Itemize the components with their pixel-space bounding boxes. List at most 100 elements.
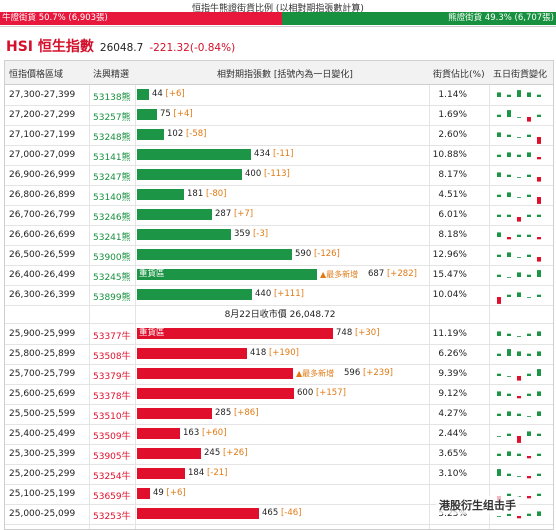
warrant-code-link[interactable]: 53138熊 <box>93 93 131 103</box>
contracts-count: 590 <box>295 249 314 259</box>
contracts-bar-area: 重貨區 ▲最多新增 687 [+282] <box>137 269 427 283</box>
contracts-bar <box>137 249 292 260</box>
contracts-count: 163 <box>183 428 202 438</box>
warrant-code-link[interactable]: 53247熊 <box>93 173 131 183</box>
spark-bar <box>497 154 501 157</box>
spark-bar <box>507 349 511 356</box>
spark-bar <box>507 393 511 396</box>
five-day-spark-chart <box>497 172 541 182</box>
price-range: 25,700-25,799 <box>9 369 76 379</box>
contracts-bar <box>137 448 201 459</box>
contracts-count: 600 <box>297 388 316 398</box>
spark-bar <box>527 393 531 396</box>
warrant-code-link[interactable]: 53377牛 <box>93 332 131 342</box>
warrant-code-link[interactable]: 53508牛 <box>93 352 131 362</box>
spark-bar <box>527 214 531 217</box>
five-day-spark-chart <box>497 369 541 381</box>
table-row: 25,200-25,299 53254牛 184 [-21] 3.10% <box>5 465 553 485</box>
contracts-value: 687 [+282] <box>368 269 417 280</box>
warrant-code-link[interactable]: 53659牛 <box>93 492 131 502</box>
contracts-change: [-58] <box>185 129 207 139</box>
street-pct: 6.26% <box>438 349 467 359</box>
warrant-code-link[interactable]: 53253牛 <box>93 512 131 522</box>
contracts-count: 287 <box>215 209 234 219</box>
bull-ratio-segment: 牛證街貨 50.7% (6,903張) <box>0 12 282 25</box>
contracts-value: 359 [-3] <box>234 229 268 240</box>
five-day-change <box>491 467 551 483</box>
warrant-code-link[interactable]: 53246熊 <box>93 213 131 223</box>
spark-bar <box>527 274 531 277</box>
street-pct: 4.51% <box>438 190 467 200</box>
spark-bar <box>517 336 521 337</box>
contracts-bar-area: 440 [+111] <box>137 289 427 303</box>
warrant-code-link[interactable]: 53900熊 <box>93 253 131 263</box>
spark-bar <box>517 376 521 381</box>
contracts-change: [+239] <box>362 368 393 378</box>
five-day-spark-chart <box>497 152 541 160</box>
five-day-spark-chart <box>497 511 541 519</box>
column-divider <box>135 61 136 529</box>
contracts-value: 75 [+4] <box>160 109 193 120</box>
table-row: 25,700-25,799 53379牛 ▲最多新增 596 [+239] 9.39% <box>5 365 553 385</box>
spark-bar <box>507 252 511 257</box>
contracts-bar-area: 重貨區 748 [+30] <box>137 328 427 342</box>
spark-bar <box>537 473 541 476</box>
warrant-code-link[interactable]: 53254牛 <box>93 472 131 482</box>
bear-ratio-segment: 熊證街貨 49.3% (6,707張) <box>281 12 556 25</box>
heavy-zone-label: 重貨區 <box>139 269 165 279</box>
most-added-label: ▲最多新增 <box>320 270 359 279</box>
warrant-code-link[interactable]: 53245熊 <box>93 273 131 283</box>
spark-bar <box>517 177 521 178</box>
price-range: 25,100-25,199 <box>9 489 76 499</box>
spark-bar <box>497 214 501 217</box>
contracts-bar <box>137 408 212 419</box>
table-row: 27,200-27,299 53257熊 75 [+4] 1.69% <box>5 106 553 126</box>
price-range: 25,000-25,099 <box>9 509 76 519</box>
spark-bar <box>507 473 511 476</box>
contracts-count: 400 <box>245 169 264 179</box>
contracts-change: [+157] <box>315 388 346 398</box>
price-range: 25,300-25,399 <box>9 449 76 459</box>
warrant-code-link[interactable]: 53141熊 <box>93 153 131 163</box>
spark-bar <box>517 413 521 416</box>
contracts-value: 102 [-58] <box>167 129 206 140</box>
contracts-bar <box>137 368 293 379</box>
spark-bar <box>517 396 521 399</box>
contracts-change: [+26] <box>222 448 248 458</box>
warrant-code-link[interactable]: 53241熊 <box>93 233 131 243</box>
warrant-code-link[interactable]: 53905牛 <box>93 452 131 462</box>
spark-bar <box>497 297 501 304</box>
spark-bar <box>497 516 501 517</box>
contracts-count: 687 <box>368 269 387 279</box>
contracts-change: [+190] <box>268 348 299 358</box>
spark-bar <box>497 331 501 336</box>
street-ratio-title: 恒指牛熊證街貨比例 (以相對期指張數計算) <box>192 4 364 14</box>
contracts-change: [+30] <box>354 328 380 338</box>
contracts-change: [+4] <box>173 109 193 119</box>
five-day-spark-chart <box>497 214 541 222</box>
warrant-code-link[interactable]: 53899熊 <box>93 293 131 303</box>
five-day-change <box>491 128 551 144</box>
contracts-bar <box>137 89 149 100</box>
warrant-code-link[interactable]: 53379牛 <box>93 372 131 382</box>
spark-bar <box>527 416 531 417</box>
table-row: 25,600-25,699 53378牛 600 [+157] 9.12% <box>5 385 553 405</box>
warrant-code-link[interactable]: 53140熊 <box>93 193 131 203</box>
spark-bar <box>537 137 541 144</box>
contracts-bar-area: 102 [-58] <box>137 129 427 143</box>
warrant-code-link[interactable]: 53509牛 <box>93 432 131 442</box>
contracts-value: 748 [+30] <box>336 328 380 339</box>
five-day-spark-chart <box>497 349 541 356</box>
warrant-code-link[interactable]: 53248熊 <box>93 133 131 143</box>
contracts-value: 596 [+239] <box>344 368 393 379</box>
table-row: 26,800-26,899 53140熊 181 [-80] 4.51% <box>5 186 553 206</box>
spark-bar <box>527 134 531 137</box>
warrant-code-link[interactable]: 53510牛 <box>93 412 131 422</box>
index-change: -221.32(-0.84%) <box>149 42 236 54</box>
column-divider <box>89 61 90 529</box>
street-pct: 1.14% <box>438 90 467 100</box>
contracts-bar-area: 287 [+7] <box>137 209 427 223</box>
price-range: 26,500-26,599 <box>9 250 76 260</box>
warrant-code-link[interactable]: 53257熊 <box>93 113 131 123</box>
warrant-code-link[interactable]: 53378牛 <box>93 392 131 402</box>
